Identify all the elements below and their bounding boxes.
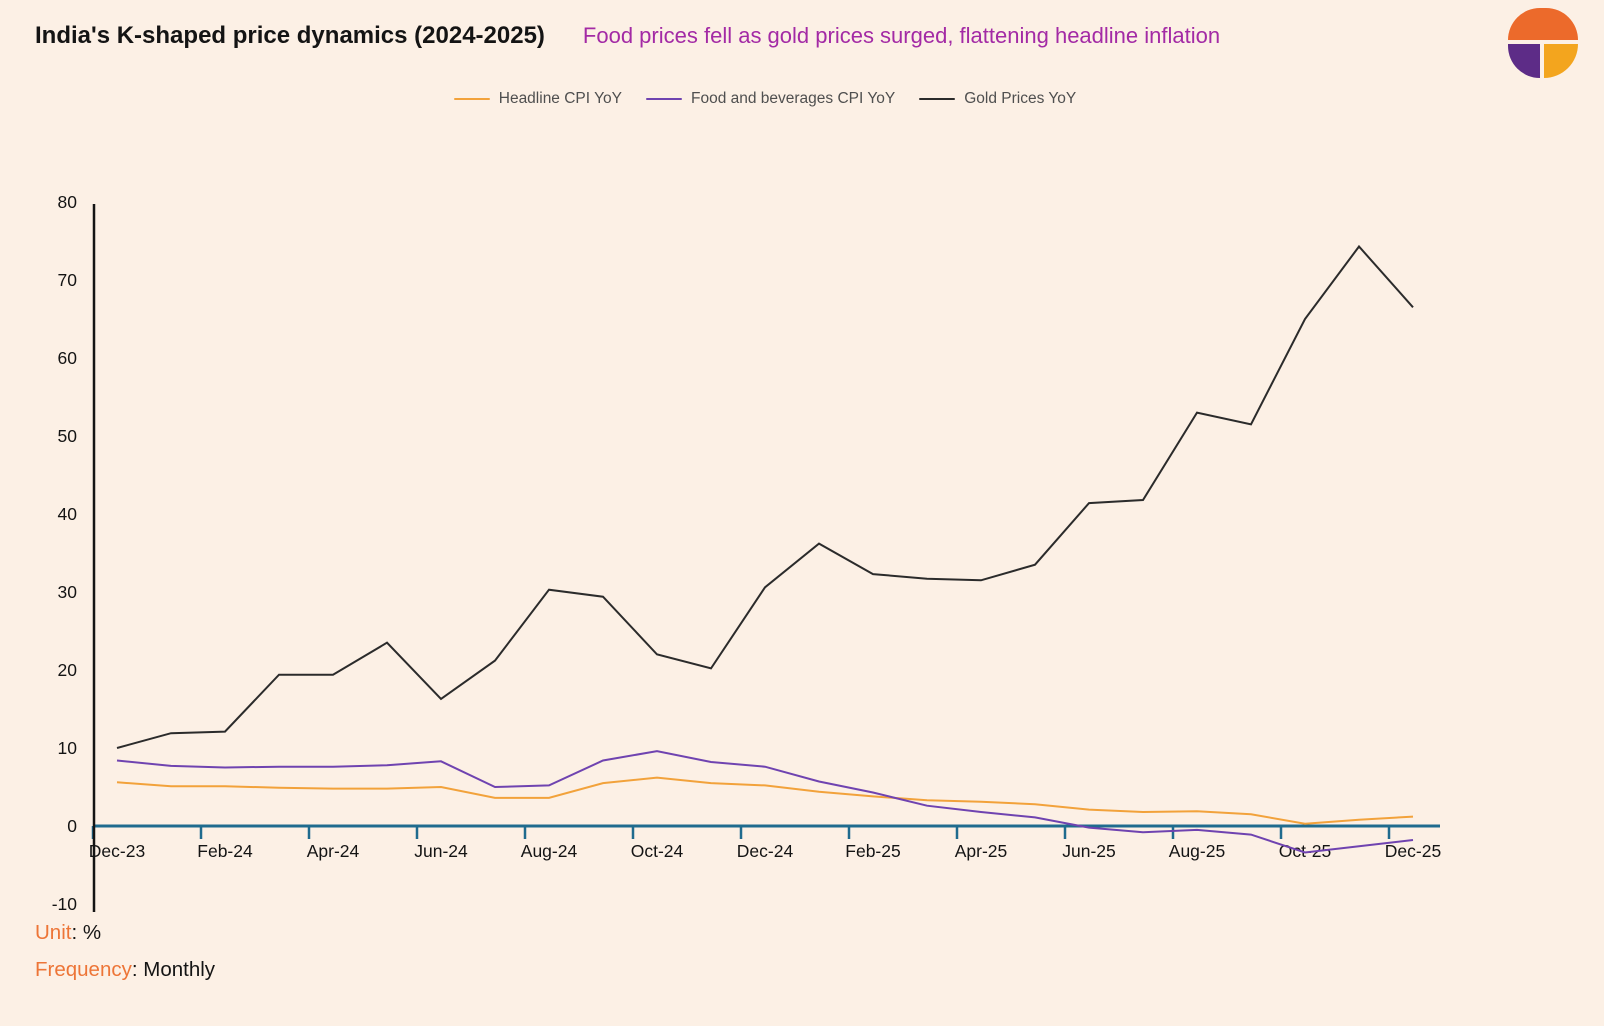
x-tick-label: Feb-24 [197,841,253,861]
frequency-line: Frequency: Monthly [35,951,215,988]
brand-logo-icon [1508,8,1578,78]
unit-line: Unit: % [35,914,215,951]
x-tick-label: Aug-25 [1169,841,1225,861]
y-tick-label: 60 [58,348,78,368]
y-tick-label: 80 [58,192,78,212]
series-line-headline-cpi-yoy [116,776,1414,825]
x-tick-label: Jun-24 [414,841,468,861]
y-tick-label: 70 [58,270,78,290]
legend-item-headline-cpi: Headline CPI YoY [453,90,622,108]
chart-header: India's K-shaped price dynamics (2024-20… [35,22,1220,50]
page-subtitle: Food prices fell as gold prices surged, … [582,23,1221,48]
y-tick-label: 0 [67,816,77,836]
x-tick-label: Apr-24 [307,841,360,861]
legend-label: Headline CPI YoY [498,90,622,107]
unit-label: Unit [35,921,72,944]
x-tick-label: Dec-23 [89,841,145,861]
x-tick-label: Aug-24 [521,841,578,861]
chart-legend: Headline CPI YoY Food and beverages CPI … [90,90,1440,108]
legend-item-gold-prices: Gold Prices YoY [919,90,1076,108]
x-tick-label: Oct-25 [1279,841,1332,861]
x-tick-label: Dec-25 [1385,841,1441,861]
frequency-label: Frequency [35,958,132,981]
y-tick-label: 40 [58,504,78,524]
unit-value: : % [71,921,102,944]
x-tick-label: Apr-25 [955,841,1008,861]
chart-meta: Unit: % Frequency: Monthly [35,914,215,988]
legend-label: Gold Prices YoY [964,90,1077,107]
food-cpi-line-swatch-icon [645,97,682,101]
y-tick-label: 20 [58,660,78,680]
legend-item-food-cpi: Food and beverages CPI YoY [645,90,896,108]
gold-prices-line-swatch-icon [919,97,956,101]
x-tick-label: Jun-25 [1062,841,1116,861]
y-tick-label: 50 [58,426,78,446]
x-tick-label: Feb-25 [845,841,900,861]
legend-label: Food and beverages CPI YoY [690,90,896,107]
headline-cpi-line-swatch-icon [453,97,490,101]
x-tick-label: Oct-24 [631,841,684,861]
frequency-value: : Monthly [131,958,216,981]
series-line-food-and-beverages-cpi-yoy [116,750,1414,854]
y-tick-label: -10 [52,894,78,914]
page-title: India's K-shaped price dynamics (2024-20… [35,22,545,49]
y-tick-label: 10 [58,738,78,758]
series-line-gold-prices-yoy [116,244,1414,749]
y-tick-label: 30 [58,582,78,602]
x-tick-label: Dec-24 [737,841,794,861]
